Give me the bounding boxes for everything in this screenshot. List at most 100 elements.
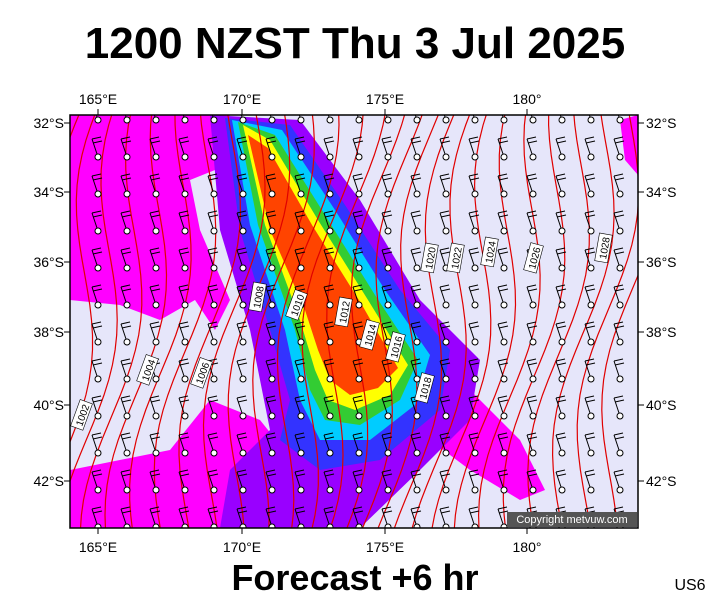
barb-flag — [382, 288, 393, 292]
barb-flag — [498, 177, 509, 181]
barb-station — [210, 116, 218, 124]
barb-flag — [149, 210, 160, 214]
barb-flag — [382, 325, 393, 329]
isobar — [70, 115, 96, 444]
barb-flag — [208, 140, 219, 144]
barb-station — [94, 449, 102, 457]
barb-flag — [151, 104, 160, 106]
barb-station — [181, 190, 189, 198]
barb-station — [413, 338, 421, 346]
barb-station — [326, 301, 334, 309]
barb-flag — [266, 288, 277, 292]
isobar — [70, 115, 118, 483]
barb-station — [268, 375, 276, 383]
barb-flag — [352, 247, 363, 251]
barb-flag — [120, 506, 131, 510]
barb-station — [355, 116, 363, 124]
barb-flag — [265, 247, 276, 251]
barb-flag — [294, 432, 305, 436]
barb-flag — [324, 436, 335, 440]
barb-flag — [527, 177, 538, 181]
barb-station — [384, 190, 392, 198]
barb-station — [616, 116, 624, 124]
isobar — [79, 115, 143, 528]
barb-flag — [555, 173, 566, 177]
barb-station — [355, 412, 363, 420]
barb-flag — [207, 432, 218, 436]
barb-flag — [584, 395, 595, 399]
barb-station — [152, 264, 160, 272]
barb-flag — [411, 214, 422, 218]
barb-station — [413, 523, 421, 528]
barb-flag — [613, 136, 624, 140]
barb-station — [529, 375, 537, 383]
barb-station — [500, 264, 508, 272]
barb-flag — [440, 325, 451, 329]
barb-station — [181, 412, 189, 420]
lon-label: 170°E — [223, 91, 261, 107]
barb-station — [152, 486, 160, 494]
barb-flag — [120, 321, 131, 325]
barb-station — [384, 301, 392, 309]
barb-flag — [179, 473, 190, 477]
barb-flag — [497, 210, 508, 214]
barb-station — [268, 449, 276, 457]
barb-flag — [526, 284, 537, 288]
barb-flag — [439, 432, 450, 436]
barb-station — [529, 412, 537, 420]
isobar-value: 1008 — [252, 285, 267, 309]
barb-station — [442, 412, 450, 420]
barb-station — [529, 338, 537, 346]
barb-flag — [91, 469, 102, 473]
barb-flag — [150, 140, 161, 144]
barb-flag — [91, 358, 102, 362]
barb-flag — [92, 177, 103, 181]
barb-flag — [469, 140, 480, 144]
barb-station — [239, 301, 247, 309]
barb-flag — [440, 251, 451, 255]
barb-station — [297, 449, 305, 457]
barb-flag — [585, 140, 596, 144]
barb-flag — [469, 436, 480, 440]
barb-station — [123, 116, 131, 124]
barb-flag — [208, 510, 219, 514]
barb-flag — [469, 177, 480, 181]
barb-flag — [613, 321, 624, 325]
barb-flag — [555, 247, 566, 251]
barb-flag — [324, 325, 335, 329]
barb-station — [181, 116, 189, 124]
barb-flag — [236, 432, 247, 436]
barb-flag — [498, 100, 507, 102]
barb-station — [616, 412, 624, 420]
barb-flag — [178, 321, 189, 325]
barb-flag — [440, 288, 451, 292]
barb-flag — [470, 104, 479, 106]
barb-flag — [555, 210, 566, 214]
barb-flag — [556, 362, 567, 366]
barb-flag — [178, 210, 189, 214]
barb-flag — [324, 399, 335, 403]
barb-flag — [614, 399, 625, 403]
barb-flag — [323, 506, 334, 510]
barb-flag — [353, 214, 364, 218]
barb-station — [181, 301, 189, 309]
barb-flag — [584, 432, 595, 436]
barb-flag — [555, 469, 566, 473]
barb-flag — [91, 506, 102, 510]
barb-flag — [555, 432, 566, 436]
barb-flag — [555, 506, 566, 510]
barb-flag — [352, 284, 363, 288]
barb-flag — [265, 506, 276, 510]
barb-flag — [614, 362, 625, 366]
barb-station — [442, 338, 450, 346]
barb-flag — [381, 136, 392, 140]
barb-station — [123, 449, 131, 457]
barb-flag — [584, 358, 595, 362]
barb-station — [326, 116, 334, 124]
barb-flag — [121, 325, 132, 329]
barb-flag — [208, 288, 219, 292]
barb-flag — [149, 136, 160, 140]
barb-flag — [410, 321, 421, 325]
barb-flag — [411, 473, 422, 477]
barb-flag — [120, 210, 131, 214]
